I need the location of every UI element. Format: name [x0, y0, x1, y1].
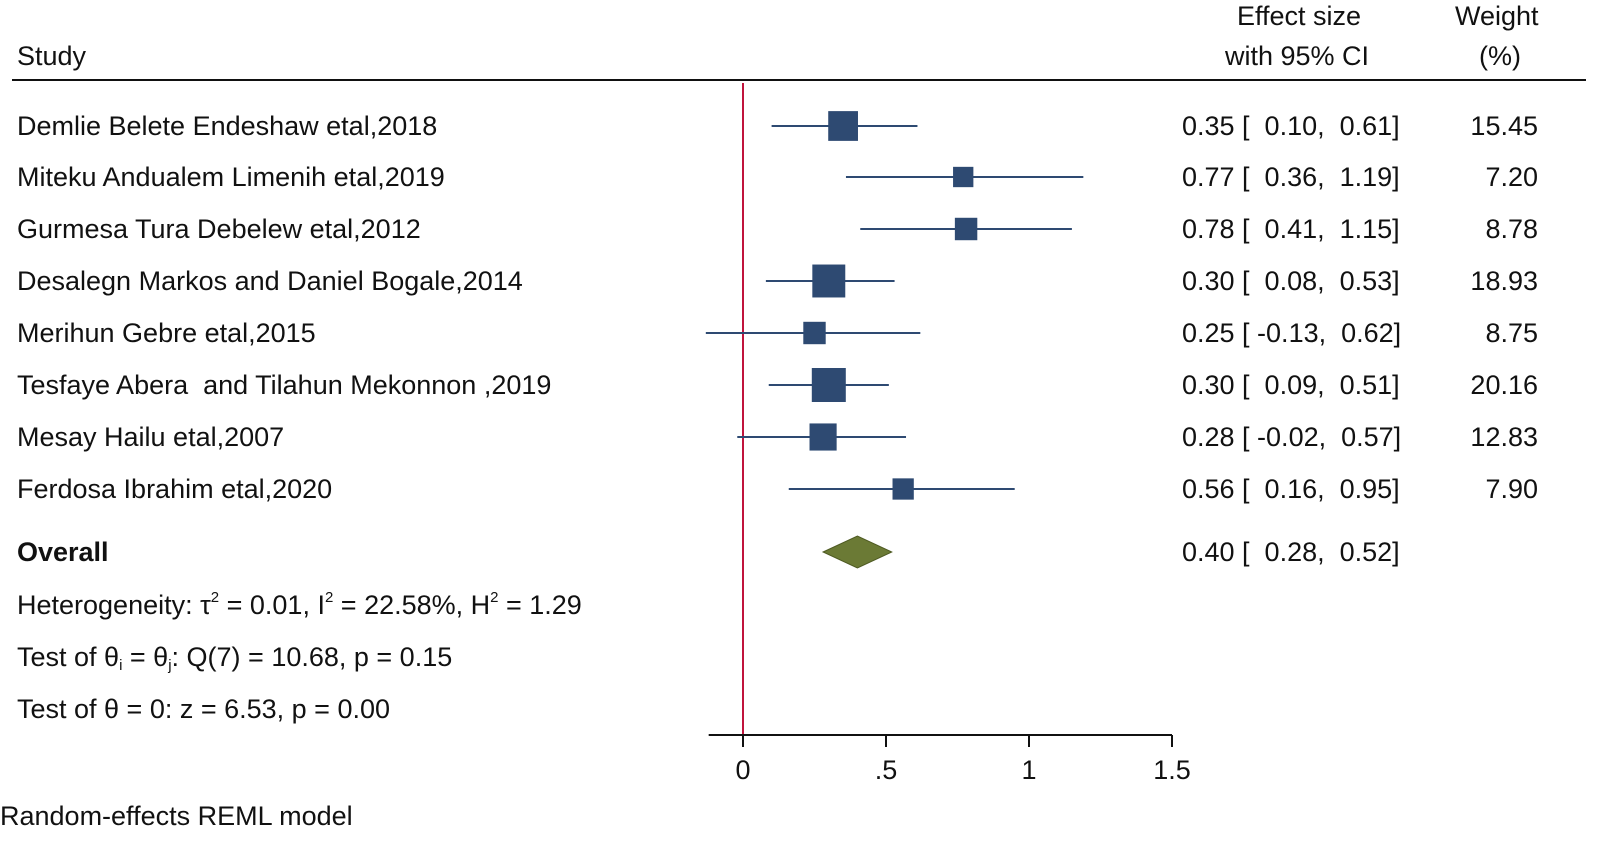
- weight-value: 8.78: [1485, 214, 1538, 244]
- effect-marker: [812, 264, 846, 298]
- study-label: Demlie Belete Endeshaw etal,2018: [17, 111, 438, 141]
- effect-size-header-line2: with 95% CI: [1225, 41, 1370, 71]
- x-tick-label: 1: [1021, 755, 1036, 785]
- effect-marker: [809, 423, 837, 451]
- effect-size-ci: 0.28 [ -0.02, 0.57]: [1182, 422, 1402, 452]
- study-label: Tesfaye Abera and Tilahun Mekonnon ,2019: [17, 370, 552, 400]
- effect-marker: [811, 368, 846, 402]
- weight-value: 8.75: [1485, 318, 1538, 348]
- effect-size-ci: 0.30 [ 0.08, 0.53]: [1182, 266, 1400, 296]
- effect-marker: [954, 217, 978, 241]
- x-tick-label: .5: [875, 755, 898, 785]
- study-column-header: Study: [17, 41, 87, 71]
- study-label: Merihun Gebre etal,2015: [17, 318, 316, 348]
- overall-effect-test: Test of θ = 0: z = 6.53, p = 0.00: [17, 694, 391, 724]
- effect-size-header-line1: Effect size: [1237, 1, 1362, 31]
- weight-value: 15.45: [1470, 111, 1538, 141]
- overall-effect-size-ci: 0.40 [ 0.28, 0.52]: [1182, 537, 1400, 567]
- overall-label: Overall: [17, 537, 109, 567]
- effect-marker: [953, 166, 974, 188]
- weight-value: 20.16: [1470, 370, 1538, 400]
- effect-marker: [828, 111, 858, 141]
- weight-value: 18.93: [1470, 266, 1538, 296]
- effect-size-ci: 0.56 [ 0.16, 0.95]: [1182, 474, 1400, 504]
- effect-size-ci: 0.30 [ 0.09, 0.51]: [1182, 370, 1400, 400]
- study-label: Miteku Andualem Limenih etal,2019: [17, 162, 445, 192]
- x-tick-label: 0: [735, 755, 750, 785]
- x-tick-label: 1.5: [1153, 755, 1191, 785]
- study-label: Ferdosa Ibrahim etal,2020: [17, 474, 333, 504]
- weight-value: 7.90: [1485, 474, 1538, 504]
- effect-size-ci: 0.35 [ 0.10, 0.61]: [1182, 111, 1400, 141]
- effect-marker: [892, 478, 914, 500]
- effect-size-ci: 0.25 [ -0.13, 0.62]: [1182, 318, 1402, 348]
- effect-size-ci: 0.77 [ 0.36, 1.19]: [1182, 162, 1400, 192]
- effect-size-ci: 0.78 [ 0.41, 1.15]: [1182, 214, 1400, 244]
- weight-value: 12.83: [1470, 422, 1538, 452]
- study-label: Gurmesa Tura Debelew etal,2012: [17, 214, 421, 244]
- header-rule: [12, 79, 1586, 81]
- study-label: Desalegn Markos and Daniel Bogale,2014: [17, 266, 523, 296]
- weight-header-line2: (%): [1479, 41, 1521, 71]
- weight-value: 7.20: [1485, 162, 1538, 192]
- heterogeneity-stat: Heterogeneity: τ2 = 0.01, I2 = 22.58%, H…: [17, 589, 582, 620]
- model-note: Random-effects REML model: [0, 801, 353, 831]
- overall-diamond: [821, 535, 893, 569]
- study-label: Mesay Hailu etal,2007: [17, 422, 285, 452]
- weight-header-line1: Weight: [1455, 1, 1539, 31]
- homogeneity-test: Test of θi = θj: Q(7) = 10.68, p = 0.15: [17, 642, 453, 674]
- effect-marker: [803, 321, 826, 345]
